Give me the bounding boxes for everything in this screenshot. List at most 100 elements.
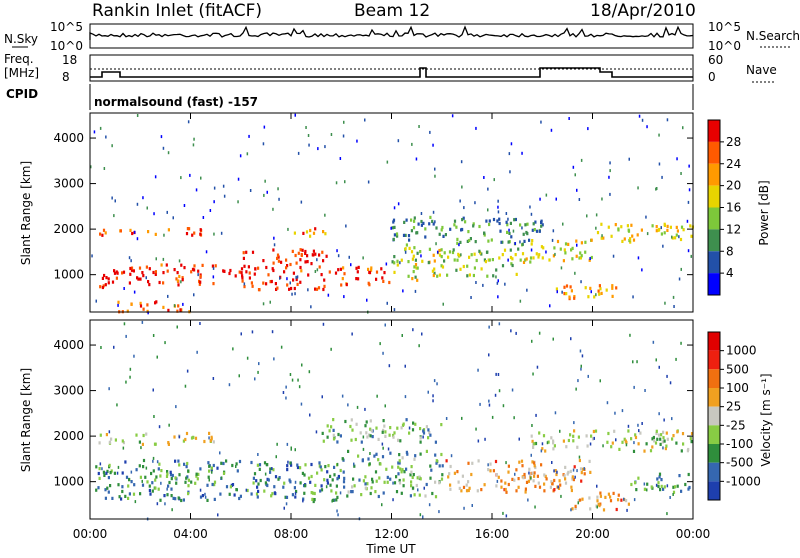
power-cell (510, 235, 513, 239)
velocity-cell (411, 428, 415, 432)
colorbar-tick-label: -25 (726, 418, 746, 432)
power-noise (420, 254, 422, 258)
velocity-noise (388, 364, 391, 368)
power-noise (294, 292, 296, 296)
power-cell (611, 294, 614, 298)
power-cell (599, 287, 602, 291)
power-cell (265, 265, 268, 270)
power-cell (228, 271, 231, 276)
velocity-cell (184, 437, 187, 442)
power-noise (680, 267, 682, 271)
velocity-cell (422, 431, 426, 435)
velocity-cell (286, 464, 289, 468)
velocity-noise (285, 502, 288, 506)
power-cell (314, 287, 317, 291)
velocity-cell (441, 473, 444, 477)
power-noise (136, 114, 139, 117)
velocity-cell (238, 459, 242, 464)
power-cell (415, 231, 418, 235)
velocity-noise (199, 322, 201, 325)
power-cell (167, 308, 170, 312)
power-noise (399, 261, 401, 265)
power-cell (304, 260, 307, 264)
velocity-noise (219, 451, 221, 455)
velocity-noise (341, 394, 344, 398)
velocity-cell (192, 435, 195, 440)
velocity-cell (132, 492, 136, 496)
velocity-noise (245, 488, 248, 492)
power-cell (565, 284, 569, 288)
power-cell (291, 249, 294, 253)
velocity-noise (515, 331, 517, 335)
velocity-noise (488, 325, 490, 329)
power-noise (162, 146, 165, 150)
power-cell (508, 231, 511, 235)
velocity-cell (174, 497, 177, 501)
power-cell (253, 272, 256, 276)
velocity-noise (176, 325, 178, 329)
velocity-cell (393, 431, 396, 435)
velocity-cell (329, 474, 332, 478)
velocity-cell (167, 442, 170, 446)
velocity-noise (211, 470, 213, 474)
power-cell (270, 279, 273, 284)
velocity-cell (400, 426, 403, 430)
velocity-noise (116, 403, 118, 407)
power-cell (382, 279, 385, 283)
power-cell (417, 222, 420, 226)
power-noise (688, 164, 690, 168)
cpid-label: CPID (6, 87, 38, 101)
power-cell (323, 284, 326, 288)
power-noise (91, 254, 93, 258)
velocity-noise (427, 390, 429, 394)
velocity-cell (676, 484, 679, 488)
velocity-noise (663, 418, 665, 422)
power-noise (682, 126, 684, 130)
velocity-noise (658, 412, 660, 416)
velocity-cell (220, 461, 223, 465)
power-noise (414, 289, 417, 293)
power-cell (375, 277, 378, 281)
velocity-cell (342, 480, 346, 484)
power-cell (130, 302, 133, 306)
velocity-noise (238, 374, 240, 378)
power-noise (609, 169, 611, 173)
power-cell (440, 248, 443, 252)
velocity-noise (583, 467, 585, 471)
velocity-cell (581, 497, 584, 501)
power-cell (186, 227, 189, 231)
velocity-cell (664, 447, 667, 451)
velocity-noise (445, 417, 448, 420)
velocity-noise (240, 332, 242, 336)
velocity-cell (585, 434, 588, 438)
velocity-cell (258, 467, 261, 471)
power-cell (199, 228, 202, 232)
freq-tick-top: 18 (62, 53, 77, 67)
velocity-cell (135, 468, 138, 472)
velocity-cell (252, 481, 255, 485)
power-cell (290, 286, 293, 291)
velocity-cell (591, 437, 595, 441)
velocity-cell (238, 496, 241, 501)
velocity-cell (427, 436, 430, 440)
power-cell (293, 231, 296, 235)
power-cell (283, 270, 286, 274)
velocity-noise (559, 429, 561, 433)
power-cell (276, 286, 279, 290)
power-cell (531, 228, 534, 232)
velocity-cell (671, 437, 674, 441)
velocity-cell (374, 490, 377, 494)
power-cell (315, 287, 319, 291)
velocity-cell (634, 433, 637, 437)
velocity-cell (383, 424, 386, 428)
power-noise (475, 126, 477, 130)
velocity-noise (308, 370, 311, 374)
power-cell (245, 250, 248, 254)
velocity-noise (140, 446, 142, 450)
velocity-noise (164, 502, 166, 506)
power-noise (549, 304, 551, 308)
power-cell (145, 265, 148, 269)
power-cell (488, 222, 491, 227)
power-cell (587, 295, 590, 299)
power-cell (142, 307, 145, 311)
